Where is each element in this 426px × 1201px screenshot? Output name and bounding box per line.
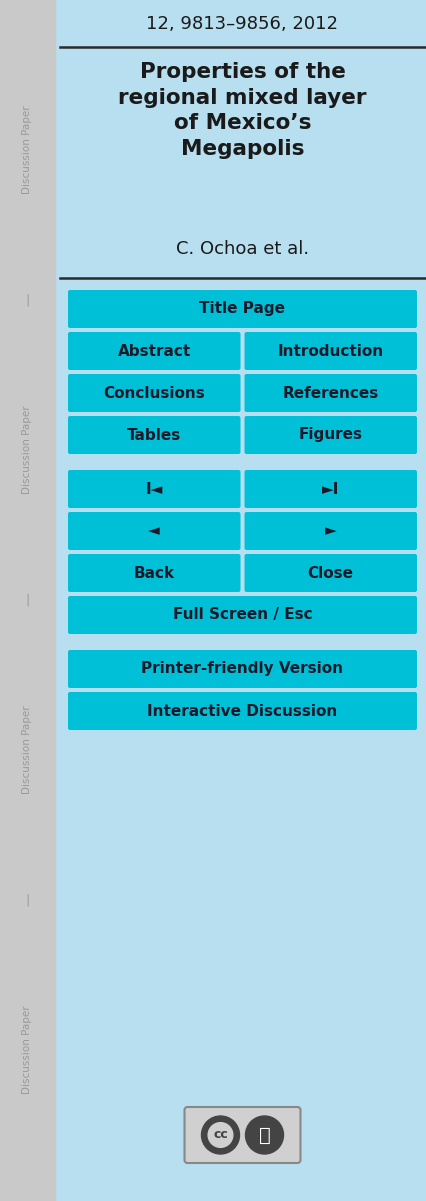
Text: Discussion Paper: Discussion Paper <box>23 1005 32 1094</box>
Text: ◄: ◄ <box>148 524 160 538</box>
Text: Abstract: Abstract <box>117 343 190 359</box>
Circle shape <box>245 1116 283 1154</box>
Text: ►I: ►I <box>321 482 339 496</box>
Text: Discussion Paper: Discussion Paper <box>23 106 32 195</box>
Text: Figures: Figures <box>298 428 362 442</box>
Text: Close: Close <box>307 566 353 580</box>
FancyBboxPatch shape <box>244 512 416 550</box>
FancyBboxPatch shape <box>184 1107 300 1163</box>
FancyBboxPatch shape <box>68 512 240 550</box>
FancyBboxPatch shape <box>68 331 240 370</box>
FancyBboxPatch shape <box>68 596 416 634</box>
Text: Printer-friendly Version: Printer-friendly Version <box>141 662 343 676</box>
Text: |: | <box>25 293 29 306</box>
FancyBboxPatch shape <box>244 416 416 454</box>
FancyBboxPatch shape <box>244 470 416 508</box>
FancyBboxPatch shape <box>244 554 416 592</box>
Text: Interactive Discussion: Interactive Discussion <box>147 704 337 718</box>
Text: |: | <box>25 593 29 607</box>
FancyBboxPatch shape <box>68 650 416 688</box>
Text: cc: cc <box>213 1129 227 1141</box>
FancyBboxPatch shape <box>68 416 240 454</box>
FancyBboxPatch shape <box>68 554 240 592</box>
Bar <box>0 0 55 1201</box>
FancyBboxPatch shape <box>244 374 416 412</box>
Text: I◄: I◄ <box>145 482 163 496</box>
Text: ►: ► <box>324 524 336 538</box>
Circle shape <box>201 1116 239 1154</box>
Text: ⓘ: ⓘ <box>258 1125 270 1145</box>
Text: Discussion Paper: Discussion Paper <box>23 706 32 794</box>
Text: C. Ochoa et al.: C. Ochoa et al. <box>176 240 308 258</box>
Text: Tables: Tables <box>127 428 181 442</box>
Text: References: References <box>282 386 378 400</box>
FancyBboxPatch shape <box>68 374 240 412</box>
FancyBboxPatch shape <box>68 470 240 508</box>
Text: Back: Back <box>133 566 174 580</box>
Text: Title Page: Title Page <box>199 301 285 317</box>
Text: |: | <box>25 894 29 907</box>
Text: Discussion Paper: Discussion Paper <box>23 406 32 495</box>
Text: Introduction: Introduction <box>277 343 383 359</box>
FancyBboxPatch shape <box>244 331 416 370</box>
Text: Properties of the
regional mixed layer
of Mexico’s
Megapolis: Properties of the regional mixed layer o… <box>118 62 366 159</box>
FancyBboxPatch shape <box>68 692 416 730</box>
Circle shape <box>207 1123 232 1147</box>
Text: 12, 9813–9856, 2012: 12, 9813–9856, 2012 <box>146 14 338 32</box>
FancyBboxPatch shape <box>68 289 416 328</box>
Text: Full Screen / Esc: Full Screen / Esc <box>172 608 311 622</box>
Text: Conclusions: Conclusions <box>103 386 204 400</box>
